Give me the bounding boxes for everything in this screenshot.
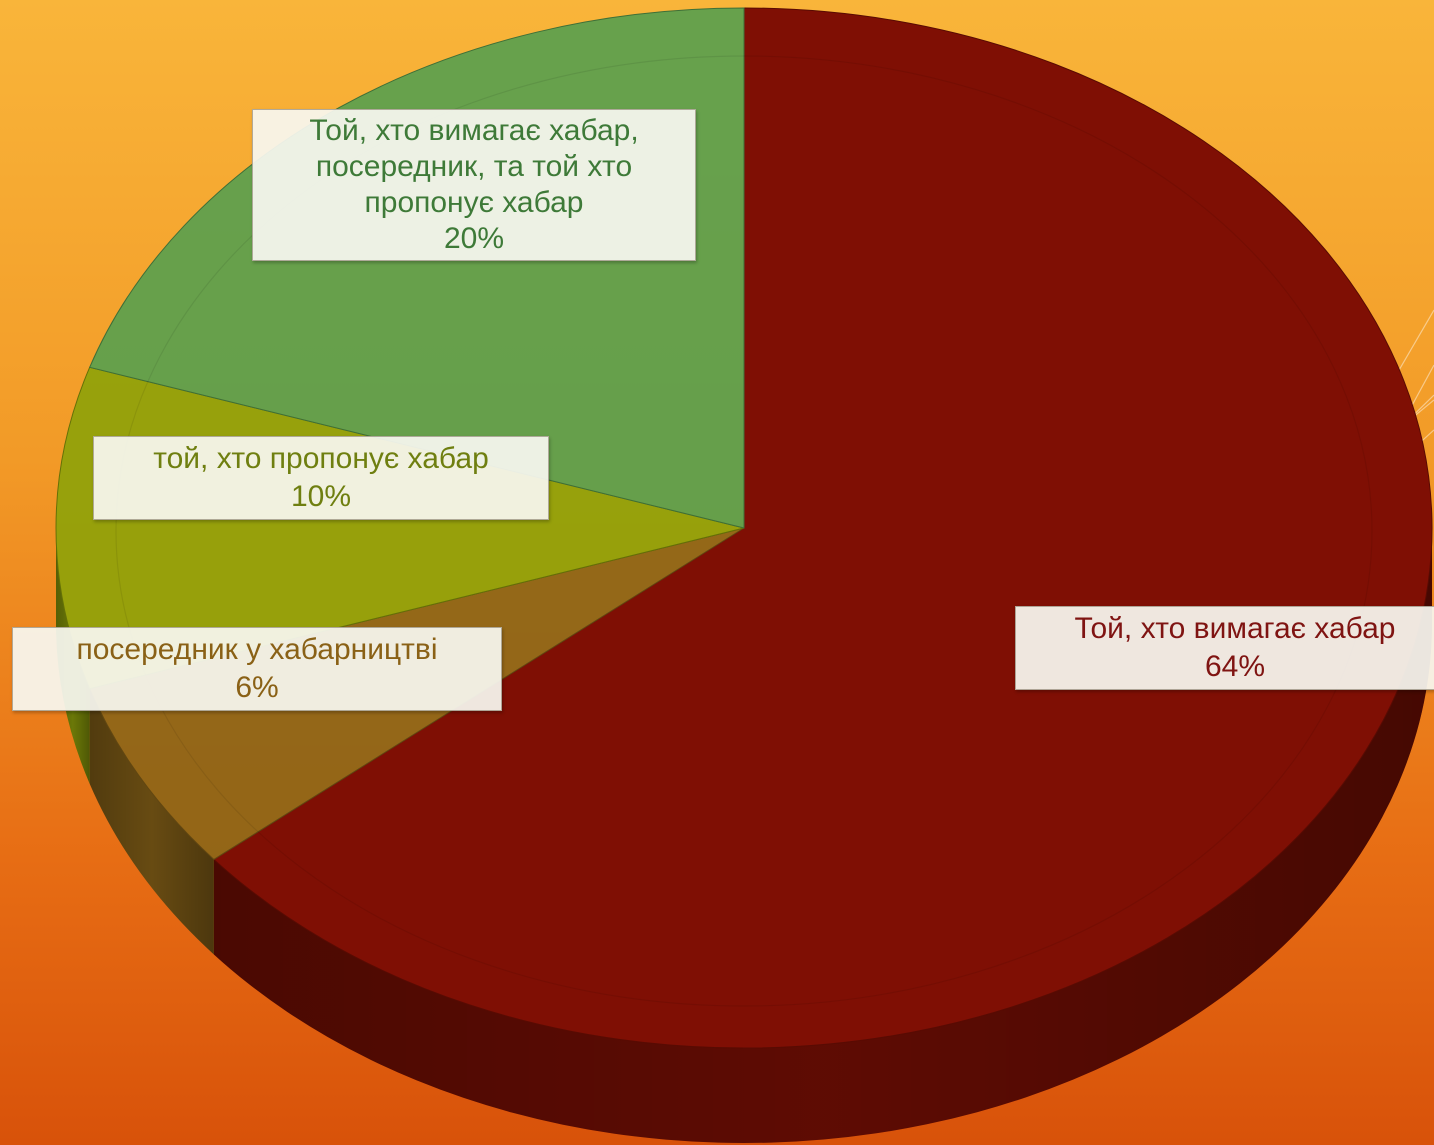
data-label-slice-3-percent: 10%: [290, 480, 352, 513]
data-label-slice-1-percent: 64%: [1204, 650, 1266, 683]
data-label-slice-3: той, хто пропонує хабар 10%: [93, 436, 549, 520]
pie-side-shade-2: [89, 688, 214, 955]
data-label-slice-4-name: Той, хто вимагає хабар, посередник, та т…: [309, 114, 639, 219]
data-label-slice-1-name: Той, хто вимагає хабар: [1074, 612, 1396, 645]
pie-3d-sides: [56, 528, 1433, 1143]
pie-side-shade-1: [213, 528, 1433, 1143]
data-label-slice-2: посередник у хабарництві 6%: [12, 627, 502, 711]
data-label-slice-1: Той, хто вимагає хабар 64%: [1015, 606, 1434, 690]
data-label-slice-4: Той, хто вимагає хабар, посередник, та т…: [252, 109, 696, 261]
pie-top-highlight: [115, 55, 1373, 1007]
data-label-slice-3-name: той, хто пропонує хабар: [153, 442, 489, 475]
data-label-slice-2-name: посередник у хабарництві: [76, 633, 438, 666]
data-label-slice-2-percent: 6%: [235, 671, 279, 704]
pie-slice-1: [213, 7, 1433, 1049]
data-label-slice-4-percent: 20%: [443, 222, 505, 255]
